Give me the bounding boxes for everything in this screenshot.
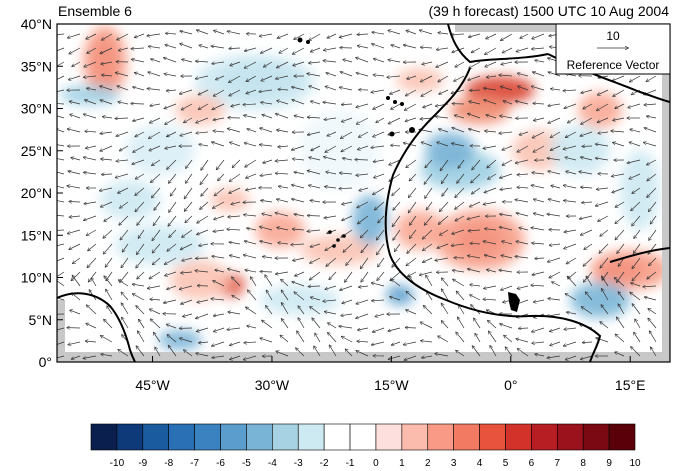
lat-tick-label: 30°N [21,101,52,117]
colorbar-swatch [297,423,325,451]
colorbar-swatch [608,423,636,451]
reference-vector-box: 10 Reference Vector [555,23,671,75]
reference-vector-value: 10 [606,29,620,43]
south-america-coast [57,292,136,362]
reference-vector-label: Reference Vector [567,58,660,72]
colorbar-label: 6 [529,458,535,469]
lat-tick-label: 40°N [21,16,52,32]
lon-tick-label: 15°W [374,377,409,393]
mask-right [662,24,670,362]
colorbar-swatch [142,423,170,451]
colorbar-swatch [375,423,403,451]
colorbar-label: 9 [606,458,612,469]
colorbar-swatch [272,423,299,451]
lat-tick-label: 20°N [21,185,52,201]
colorbar-label: -8 [164,458,173,469]
lon-tick-label: 0° [504,377,517,393]
colorbar-label: -10 [110,458,125,469]
colorbar-label: -1 [346,458,355,469]
mask-bottom [57,352,670,362]
plot-area [57,24,670,362]
lon-tick-label: 15°E [615,377,646,393]
colorbar-swatch [220,423,247,451]
mask-left [57,300,65,362]
lat-tick-label: 10°N [21,270,52,286]
lon-tick-label: 45°W [135,377,170,393]
colorbar-swatch [246,423,273,451]
europe-iberia-coast [447,24,549,64]
latitude-axis: 0° 5°N 10°N 15°N 20°N 25°N 30°N 35°N 40°N [21,16,63,370]
colorbar-swatch [453,423,480,451]
colorbar-label: -6 [216,458,225,469]
lat-tick-label: 0° [39,354,52,370]
colorbar-swatch [116,423,144,451]
colorbar-label: 5 [503,458,509,469]
colorbar-swatch [401,423,429,451]
colorbar-swatch [323,423,351,451]
colorbar-swatch [90,423,118,451]
lat-tick-label: 5°N [29,312,53,328]
colorbar-label: 1 [399,458,405,469]
colorbar-label: 8 [580,458,586,469]
colorbar-label: 0 [373,458,379,469]
colorbar-swatch [582,423,610,451]
colorbar-label: -3 [294,458,303,469]
colorbar-label: 7 [555,458,561,469]
colorbar-label: 3 [451,458,457,469]
mask-top-right [455,24,555,32]
colorbar-swatch [479,423,506,451]
lat-tick-label: 35°N [21,58,52,74]
colorbar-swatch [168,423,195,451]
colorbar-label: -9 [138,458,147,469]
colorbar-label: 4 [477,458,483,469]
africa-west-coast [384,67,602,362]
coastlines [57,24,670,362]
longitude-axis: 45°W 30°W 15°W 0° 15°E [135,356,645,393]
lat-tick-label: 15°N [21,227,52,243]
forecast-time-title: (39 h forecast) 1500 UTC 10 Aug 2004 [429,3,670,19]
ensemble-title: Ensemble 6 [58,3,132,19]
colorbar-label: -2 [320,458,329,469]
colorbar-swatch [556,423,584,451]
colorbar-swatch [349,423,377,451]
gulf-coast [609,247,670,263]
colorbar-swatch [427,423,454,451]
lon-tick-label: 30°W [255,377,290,393]
colorbar-swatch [531,423,558,451]
islands [297,37,520,312]
plot-background [57,24,670,362]
colorbar-label: -5 [242,458,251,469]
colorbar: -10 -9 -8 -7 -6 -5 -4 -3 -2 -1 0 1 2 3 4 5 6 7 8 9 10 [90,423,641,469]
colorbar-label: 2 [425,458,431,469]
colorbar-label: -4 [268,458,277,469]
colorbar-swatch [505,423,532,451]
wind-vector-field [57,30,657,360]
lat-tick-label: 25°N [21,143,52,159]
colorbar-label: 10 [629,458,641,469]
colorbar-label: -7 [190,458,199,469]
colorbar-swatch [194,423,221,451]
